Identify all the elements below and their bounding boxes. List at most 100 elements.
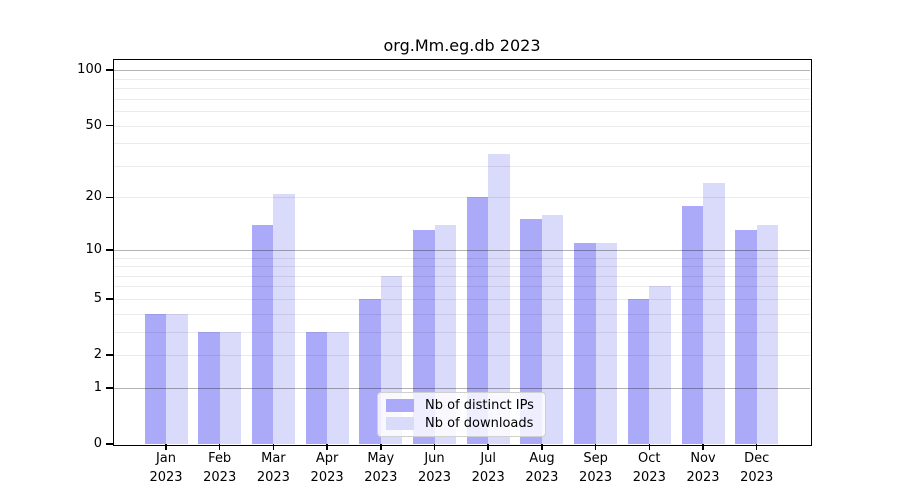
gridline-major-10 bbox=[114, 249, 810, 251]
x-tick-year: 2023 bbox=[579, 470, 613, 485]
bar-downloads-apr bbox=[327, 331, 349, 444]
x-tick-label-jul: Jul 2023 bbox=[448, 449, 528, 487]
x-tick-month: Jun bbox=[424, 451, 445, 466]
x-tick-label-sep: Sep 2023 bbox=[556, 449, 636, 487]
legend-label-downloads: Nb of downloads bbox=[425, 415, 534, 431]
x-tick-month: Apr bbox=[315, 451, 339, 466]
chart-title: org.Mm.eg.db 2023 bbox=[383, 36, 541, 55]
x-tick-label-jun: Jun 2023 bbox=[395, 449, 475, 487]
x-tick-month: Mar bbox=[261, 451, 286, 466]
gridline-minor-50 bbox=[114, 125, 810, 127]
x-tick-label-mar: Mar 2023 bbox=[233, 449, 313, 487]
x-tick-oct bbox=[648, 444, 651, 450]
gridline-minor-5 bbox=[114, 298, 810, 300]
bar-distinct-ips-nov bbox=[681, 205, 703, 444]
y-tick-label-1: 1 bbox=[93, 379, 102, 395]
x-tick-mar bbox=[272, 444, 275, 450]
bar-downloads-nov bbox=[703, 183, 725, 444]
x-tick-apr bbox=[326, 444, 328, 450]
x-tick-label-feb: Feb 2023 bbox=[180, 449, 260, 487]
x-tick-label-apr: Apr 2023 bbox=[287, 449, 367, 487]
x-tick-label-dec: Dec 2023 bbox=[717, 449, 797, 487]
y-tick-100 bbox=[106, 69, 113, 71]
y-tick-50 bbox=[106, 124, 113, 127]
gridline-minor-3 bbox=[114, 331, 810, 333]
legend: Nb of distinct IPs Nb of downloads bbox=[377, 392, 546, 437]
y-tick-1 bbox=[106, 387, 113, 389]
legend-swatch-distinct-ips bbox=[386, 399, 414, 413]
x-tick-feb bbox=[218, 444, 221, 450]
x-tick-sep bbox=[594, 444, 597, 450]
x-tick-month: Feb bbox=[208, 451, 232, 466]
x-tick-month: Sep bbox=[583, 451, 608, 466]
bar-distinct-ips-aug bbox=[520, 219, 542, 444]
x-tick-may bbox=[380, 444, 382, 450]
gridline-minor-9 bbox=[114, 257, 810, 259]
gridline-minor-70 bbox=[114, 98, 810, 100]
x-tick-nov bbox=[702, 444, 704, 450]
x-tick-month: Nov bbox=[690, 451, 716, 466]
y-tick-label-2: 2 bbox=[93, 347, 102, 363]
gridline-minor-30 bbox=[114, 165, 810, 167]
x-tick-jul bbox=[487, 444, 489, 450]
x-tick-year: 2023 bbox=[417, 470, 452, 485]
bar-distinct-ips-oct bbox=[627, 298, 650, 444]
legend-swatch-downloads bbox=[386, 416, 414, 430]
y-tick-label-0: 0 bbox=[93, 436, 102, 451]
bar-downloads-jan bbox=[166, 313, 188, 444]
bar-distinct-ips-feb bbox=[198, 331, 220, 444]
bar-downloads-sep bbox=[595, 242, 618, 444]
y-tick-0 bbox=[106, 443, 113, 445]
bar-distinct-ips-jun bbox=[413, 230, 435, 444]
x-tick-month: Jul bbox=[480, 451, 497, 466]
bar-downloads-mar bbox=[273, 193, 295, 444]
gridline-minor-20 bbox=[114, 197, 810, 199]
legend-label-distinct-ips: Nb of distinct IPs bbox=[425, 398, 534, 414]
x-tick-label-jan: Jan 2023 bbox=[126, 449, 206, 487]
x-tick-label-aug: Aug 2023 bbox=[502, 449, 582, 487]
gridline-minor-4 bbox=[114, 313, 810, 315]
gridline-major-1 bbox=[114, 387, 810, 389]
bar-downloads-feb bbox=[219, 331, 242, 444]
y-tick-10 bbox=[106, 249, 113, 251]
x-tick-year: 2023 bbox=[364, 470, 398, 485]
legend-item-downloads: Nb of downloads bbox=[386, 415, 537, 433]
x-tick-year: 2023 bbox=[471, 470, 505, 485]
gridline-minor-40 bbox=[114, 143, 810, 145]
bar-downloads-aug bbox=[541, 214, 564, 444]
gridline-minor-6 bbox=[114, 286, 810, 288]
bar-distinct-ips-jan bbox=[144, 313, 166, 444]
legend-item-distinct-ips: Nb of distinct IPs bbox=[386, 397, 537, 415]
x-tick-year: 2023 bbox=[256, 470, 290, 485]
y-tick-label-100: 100 bbox=[77, 62, 102, 78]
x-tick-dec bbox=[755, 444, 758, 450]
x-tick-label-oct: Oct 2023 bbox=[609, 449, 689, 487]
x-tick-label-may: May 2023 bbox=[341, 449, 421, 487]
bar-distinct-ips-jul bbox=[466, 197, 489, 444]
x-tick-year: 2023 bbox=[686, 470, 720, 485]
bar-distinct-ips-mar bbox=[251, 224, 274, 444]
gridline-minor-2 bbox=[114, 355, 810, 357]
bar-distinct-ips-may bbox=[359, 298, 381, 444]
bar-distinct-ips-sep bbox=[574, 242, 596, 444]
x-tick-month: Aug bbox=[529, 451, 555, 466]
gridline-minor-60 bbox=[114, 111, 810, 113]
bar-distinct-ips-dec bbox=[735, 230, 757, 444]
x-tick-year: 2023 bbox=[525, 470, 559, 485]
x-tick-month: Oct bbox=[638, 451, 661, 466]
x-tick-aug bbox=[541, 444, 543, 450]
y-tick-20 bbox=[106, 196, 113, 199]
bar-downloads-jun bbox=[434, 224, 456, 444]
x-tick-year: 2023 bbox=[203, 470, 237, 485]
y-tick-label-20: 20 bbox=[85, 189, 102, 205]
bar-downloads-dec bbox=[756, 224, 779, 444]
gridline-minor-7 bbox=[114, 275, 810, 277]
y-tick-5 bbox=[106, 298, 113, 300]
bar-distinct-ips-apr bbox=[305, 331, 328, 444]
x-tick-jan bbox=[165, 444, 167, 450]
x-tick-year: 2023 bbox=[149, 470, 183, 485]
bar-downloads-jul bbox=[488, 153, 510, 444]
x-tick-month: Jan bbox=[155, 451, 177, 466]
x-tick-year: 2023 bbox=[632, 470, 666, 485]
